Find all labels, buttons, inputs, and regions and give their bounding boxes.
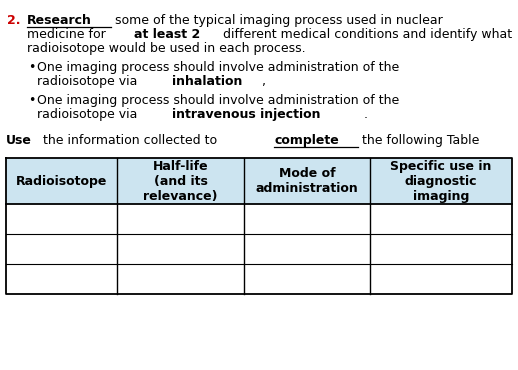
Bar bbox=[6, 158, 512, 204]
Text: radioisotope would be used in each process.: radioisotope would be used in each proce… bbox=[27, 42, 306, 55]
Text: at least 2: at least 2 bbox=[134, 28, 200, 41]
Text: some of the typical imaging process used in nuclear: some of the typical imaging process used… bbox=[111, 14, 442, 27]
Text: Radioisotope: Radioisotope bbox=[16, 175, 107, 188]
Text: different medical conditions and identify what: different medical conditions and identif… bbox=[219, 28, 512, 41]
Text: Research: Research bbox=[27, 14, 92, 27]
Text: •: • bbox=[28, 61, 35, 74]
Text: complete: complete bbox=[275, 134, 339, 147]
Text: .: . bbox=[363, 108, 367, 121]
Text: Mode of
administration: Mode of administration bbox=[256, 167, 358, 195]
Text: the information collected to: the information collected to bbox=[39, 134, 222, 147]
Text: ,: , bbox=[263, 75, 266, 88]
Text: One imaging process should involve administration of the: One imaging process should involve admin… bbox=[37, 94, 399, 107]
Text: Half-life
(and its
relevance): Half-life (and its relevance) bbox=[143, 160, 218, 203]
Text: radioisotope via: radioisotope via bbox=[37, 108, 141, 121]
Text: 2.: 2. bbox=[7, 14, 21, 27]
Text: intravenous injection: intravenous injection bbox=[171, 108, 320, 121]
Text: medicine for: medicine for bbox=[27, 28, 110, 41]
Text: •: • bbox=[28, 94, 35, 107]
Text: One imaging process should involve administration of the: One imaging process should involve admin… bbox=[37, 61, 399, 74]
Text: Use: Use bbox=[6, 134, 32, 147]
Text: the following Table: the following Table bbox=[358, 134, 479, 147]
Text: radioisotope via: radioisotope via bbox=[37, 75, 141, 88]
Text: inhalation: inhalation bbox=[171, 75, 242, 88]
Text: Specific use in
diagnostic
imaging: Specific use in diagnostic imaging bbox=[391, 160, 492, 203]
